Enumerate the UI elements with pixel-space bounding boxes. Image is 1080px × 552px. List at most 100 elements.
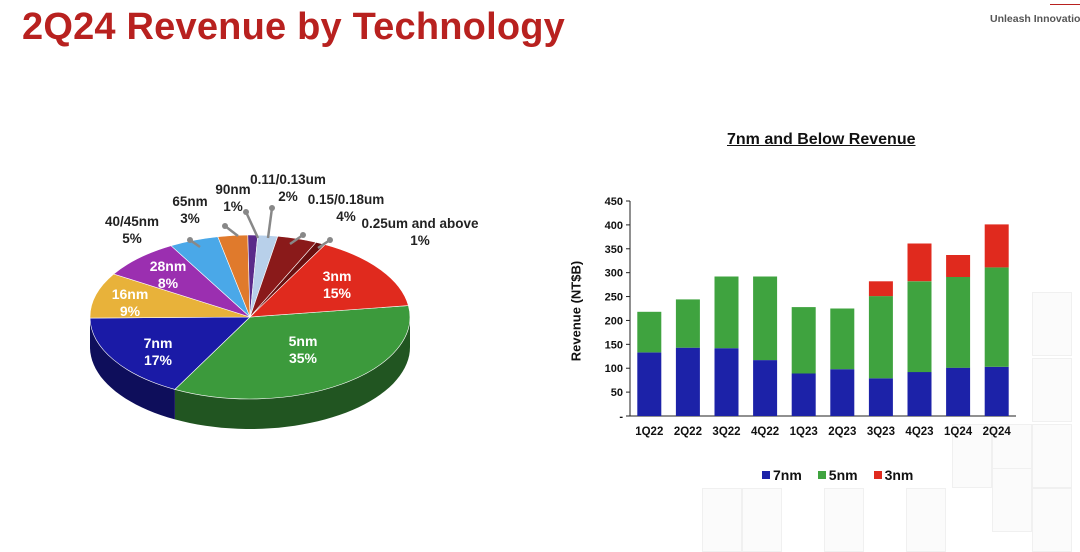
bar-segment-5nm (830, 308, 855, 370)
bar-chart: - 50 100 150 200 250 300 350 400 450 1Q22 2Q22 3Q22 4… (605, 196, 1016, 438)
legend-label: 3nm (884, 467, 914, 483)
x-tick-label: 4Q22 (751, 426, 779, 438)
bar-segment-5nm (791, 307, 816, 374)
pie-leader-line (244, 211, 260, 239)
pie-leader-dot (187, 237, 193, 243)
pie-label: 0.25um and above 1% (361, 215, 478, 249)
pie-slice-7nm (89, 316, 251, 390)
y-tick-label: 200 (605, 315, 623, 327)
logo-mark (1050, 0, 1080, 5)
pie-leader-dot (269, 205, 275, 211)
x-tick-label: 1Q22 (635, 426, 663, 438)
pie-label-name: 0.25um and above (361, 216, 479, 231)
pie-label-name: 3nm (322, 268, 352, 284)
pie-label: 3nm 15% (323, 268, 352, 302)
bar-segment-5nm (868, 296, 893, 379)
pie-label: 0.11/0.13um 2% (250, 171, 326, 205)
pie-label-pct: 1% (223, 199, 243, 214)
bar-segment-5nm (714, 276, 739, 349)
bar-segment-3nm (907, 243, 932, 282)
legend-item-5nm: 5nm (817, 467, 858, 483)
pie-leader-dot (300, 232, 306, 238)
bar-segment-7nm (753, 360, 778, 416)
x-tick-label: 1Q24 (944, 426, 973, 438)
x-tick-label: 3Q22 (712, 426, 740, 438)
pie-label-name: 90nm (215, 182, 251, 197)
pie-label-name: 28nm (149, 258, 187, 274)
bar-chart-title: 7nm and Below Revenue (727, 131, 916, 148)
pie-label-pct: 5% (122, 231, 142, 246)
bar-segment-3nm (984, 224, 1009, 268)
y-tick-label: 250 (605, 292, 623, 304)
pie-label-pct: 9% (119, 303, 141, 319)
pie-label-pct: 4% (336, 209, 356, 224)
pie-label-name: 16nm (111, 286, 149, 302)
pie-chart (89, 205, 411, 429)
bar-segment-7nm (946, 367, 971, 416)
x-tick-label: 1Q23 (790, 426, 818, 438)
pie-label-name: 0.11/0.13um (250, 172, 326, 187)
pie-label-name: 0.15/0.18um (307, 192, 385, 207)
bar-segment-7nm (637, 352, 662, 416)
tagline: Unleash Innovation (990, 13, 1080, 25)
y-tick-label: - (619, 411, 623, 423)
bar-segment-7nm (791, 373, 816, 416)
pie-label-name: 40/45nm (104, 214, 160, 229)
pie-leader-dot (327, 237, 333, 243)
bar-segment-5nm (907, 281, 932, 373)
bar-segment-7nm (830, 369, 855, 416)
pie-label: 7nm 17% (144, 335, 173, 369)
pie-leader-dot (222, 223, 228, 229)
background-tiles (702, 292, 1072, 552)
bar-segment-3nm (868, 281, 893, 297)
pie-slice-3nm (249, 244, 409, 318)
bar-segment-7nm (984, 366, 1009, 416)
x-tick-label: 2Q23 (828, 426, 856, 438)
x-tick-label: 2Q24 (983, 426, 1012, 438)
y-tick-label: 300 (605, 268, 623, 280)
pie-label: 5nm 35% (289, 333, 318, 367)
y-tick-label: 350 (605, 244, 623, 256)
y-tick-label: 150 (605, 339, 623, 351)
pie-leader-dot (243, 209, 249, 215)
legend-swatch (873, 471, 882, 479)
pie-label-pct: 3% (180, 211, 200, 226)
pie-slice-16nm (89, 273, 251, 319)
pie-slice-side (90, 318, 175, 420)
y-tick-label: 50 (611, 387, 623, 399)
bar-segment-5nm (675, 299, 700, 348)
bar-segment-7nm (675, 347, 700, 416)
legend-swatch (762, 471, 770, 479)
bar-legend: 7nm 5nm 3nm (762, 467, 913, 483)
pie-label-name: 5nm (288, 333, 318, 349)
legend-swatch (817, 471, 826, 479)
bar-segment-5nm (753, 276, 778, 361)
bar-segment-5nm (984, 267, 1009, 367)
bar-segment-7nm (868, 378, 893, 416)
x-tick-label: 3Q23 (867, 426, 895, 438)
pie-label: 0.15/0.18um 4% (308, 191, 385, 225)
legend-label: 7nm (773, 467, 802, 483)
pie-label-pct: 8% (157, 275, 179, 291)
y-tick-label: 100 (605, 363, 623, 375)
pie-slice-side (174, 317, 410, 429)
bar-segment-7nm (714, 348, 739, 416)
pie-label: 40/45nm 5% (105, 213, 159, 247)
pie-label-pct: 2% (278, 189, 298, 204)
pie-label: 90nm 1% (215, 181, 250, 215)
legend-label: 5nm (828, 467, 858, 483)
pie-label-name: 7nm (143, 335, 173, 351)
legend-item-7nm: 7nm (762, 467, 802, 483)
pie-label: 16nm 9% (112, 286, 149, 320)
y-tick-label: 400 (605, 220, 623, 232)
pie-slice-5nm (174, 305, 411, 400)
pie-label-pct: 17% (143, 352, 173, 368)
pie-label-pct: 15% (322, 285, 352, 301)
pie-leader-line (266, 207, 274, 239)
y-tick-label: 450 (605, 196, 623, 208)
pie-label: 65nm 3% (172, 193, 207, 227)
pie-label-pct: 1% (410, 233, 430, 248)
pie-label-pct: 35% (288, 350, 318, 366)
legend-item-3nm: 3nm (873, 467, 914, 483)
bar-segment-5nm (637, 311, 662, 353)
